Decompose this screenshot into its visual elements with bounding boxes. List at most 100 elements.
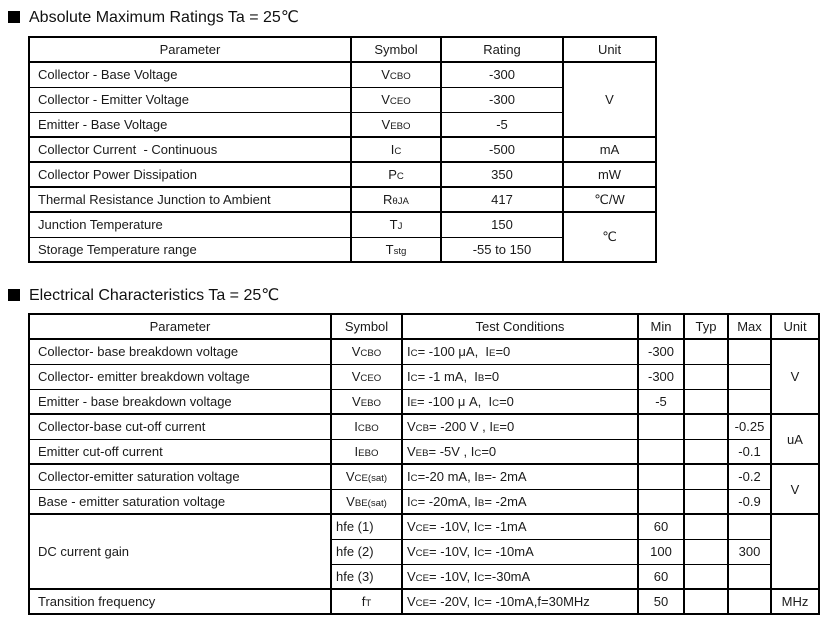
parameter-cell: Transition frequency: [28, 588, 332, 615]
header-parameter: Parameter: [28, 36, 352, 63]
parameter-cell: Emitter - Base Voltage: [28, 111, 352, 138]
symbol-cell: IEBO: [330, 438, 403, 465]
parameter-cell: Emitter cut-off current: [28, 438, 332, 465]
test-conditions-cell: VCE= -10V, IC= -1mA: [401, 513, 639, 540]
rating-cell: 150: [440, 211, 564, 238]
section-title-electrical-characteristics: Electrical Characteristics Ta = 25℃: [8, 285, 822, 305]
section-title-absolute-maximum-ratings: Absolute Maximum Ratings Ta = 25℃: [8, 7, 822, 27]
table-row: Collector- emitter breakdown voltage VCE…: [28, 363, 819, 390]
table-row: Emitter - base breakdown voltage VEBO IE…: [28, 388, 819, 415]
table-row: Storage Temperature range Tstg -55 to 15…: [28, 236, 656, 263]
symbol-cell: ICBO: [330, 413, 403, 440]
unit-cell: mW: [562, 161, 657, 188]
typ-cell: [683, 338, 729, 365]
header-rating: Rating: [440, 36, 564, 63]
parameter-cell: DC current gain: [28, 513, 332, 590]
typ-cell: [683, 538, 729, 565]
test-conditions-cell: IC= -20mA, IB= -2mA: [401, 488, 639, 515]
symbol-cell: VEBO: [350, 111, 442, 138]
min-cell: [637, 413, 685, 440]
symbol-cell: VCE(sat): [330, 463, 403, 490]
typ-cell: [683, 438, 729, 465]
table-row: Thermal Resistance Junction to Ambient R…: [28, 186, 657, 213]
symbol-cell: RθJA: [350, 186, 442, 213]
rating-cell: -55 to 150: [440, 236, 564, 263]
min-cell: -5: [637, 388, 685, 415]
unit-cell: ℃: [562, 211, 657, 263]
symbol-cell: IC: [350, 136, 442, 163]
test-conditions-cell: IC=-20 mA, IB=- 2mA: [401, 463, 639, 490]
electrical-characteristics-table: Parameter Symbol Test Conditions Min Typ…: [28, 313, 820, 615]
typ-cell: [683, 488, 729, 515]
typ-cell: [683, 463, 729, 490]
min-cell: -300: [637, 363, 685, 390]
test-conditions-cell: VCE= -10V, IC= -10mA: [401, 538, 639, 565]
header-unit: Unit: [562, 36, 657, 63]
rating-cell: 417: [440, 186, 564, 213]
typ-cell: [683, 563, 729, 590]
header-unit: Unit: [770, 313, 820, 340]
test-conditions-cell: IE= -100 μ A, IC=0: [401, 388, 639, 415]
test-conditions-cell: VEB= -5V , IC=0: [401, 438, 639, 465]
min-cell: 100: [637, 538, 685, 565]
unit-cell: MHz: [770, 588, 820, 615]
rating-cell: -300: [440, 86, 564, 113]
symbol-cell: VEBO: [330, 388, 403, 415]
min-cell: [637, 488, 685, 515]
min-cell: [637, 463, 685, 490]
rating-cell: -5: [440, 111, 564, 138]
table-row: Base - emitter saturation voltage VBE(sa…: [28, 488, 819, 515]
parameter-cell: Collector- base breakdown voltage: [28, 338, 332, 365]
table-row: Collector Power Dissipation PC 350 mW: [28, 161, 657, 188]
min-cell: -300: [637, 338, 685, 365]
parameter-cell: Collector-emitter saturation voltage: [28, 463, 332, 490]
symbol-cell: TJ: [350, 211, 442, 238]
min-cell: 60: [637, 513, 685, 540]
table-row: hfe (2) VCE= -10V, IC= -10mA 100 300: [29, 538, 819, 565]
header-min: Min: [637, 313, 685, 340]
header-symbol: Symbol: [330, 313, 403, 340]
min-cell: 60: [637, 563, 685, 590]
table-row: Collector - Emitter Voltage VCEO -300: [28, 86, 656, 113]
unit-cell: V: [770, 463, 820, 515]
parameter-cell: Thermal Resistance Junction to Ambient: [28, 186, 352, 213]
symbol-cell: VCEO: [330, 363, 403, 390]
parameter-cell: Storage Temperature range: [28, 236, 352, 263]
square-bullet-icon: [8, 289, 20, 301]
parameter-cell: Collector- emitter breakdown voltage: [28, 363, 332, 390]
max-cell: [727, 513, 772, 540]
table-header-row: Parameter Symbol Test Conditions Min Typ…: [28, 313, 820, 340]
symbol-cell: hfe (2): [330, 538, 403, 565]
unit-cell: ℃/W: [562, 186, 657, 213]
test-conditions-cell: IC= -100 μA, IE=0: [401, 338, 639, 365]
header-symbol: Symbol: [350, 36, 442, 63]
typ-cell: [683, 388, 729, 415]
symbol-cell: VCBO: [330, 338, 403, 365]
parameter-cell: Collector-base cut-off current: [28, 413, 332, 440]
test-conditions-cell: IC= -1 mA, IB=0: [401, 363, 639, 390]
max-cell: -0.2: [727, 463, 772, 490]
header-parameter: Parameter: [28, 313, 332, 340]
max-cell: 300: [727, 538, 772, 565]
table-row: Emitter - Base Voltage VEBO -5: [28, 111, 656, 138]
symbol-cell: fT: [330, 588, 403, 615]
parameter-cell: Junction Temperature: [28, 211, 352, 238]
table-row: Collector-emitter saturation voltage VCE…: [28, 463, 820, 515]
table-row: DC current gain hfe (1) VCE= -10V, IC= -…: [28, 513, 820, 590]
min-cell: [637, 438, 685, 465]
typ-cell: [683, 588, 729, 615]
unit-cell: uA: [770, 413, 820, 465]
table-row: hfe (3) VCE= -10V, IC=-30mA 60: [29, 563, 819, 590]
header-test-conditions: Test Conditions: [401, 313, 639, 340]
datasheet-page: Absolute Maximum Ratings Ta = 25℃ Parame…: [0, 7, 822, 615]
parameter-cell: Collector Power Dissipation: [28, 161, 352, 188]
table-row: Junction Temperature TJ 150 ℃: [28, 211, 657, 263]
table-row: Collector Current - Continuous IC -500 m…: [28, 136, 657, 163]
parameter-cell: Base - emitter saturation voltage: [28, 488, 332, 515]
rating-cell: 350: [440, 161, 564, 188]
table-row: Transition frequency fT VCE= -20V, IC= -…: [28, 588, 820, 615]
max-cell: [727, 588, 772, 615]
table-row: Emitter cut-off current IEBO VEB= -5V , …: [28, 438, 819, 465]
parameter-cell: Collector Current - Continuous: [28, 136, 352, 163]
section-title-text: Absolute Maximum Ratings Ta = 25℃: [29, 9, 299, 26]
